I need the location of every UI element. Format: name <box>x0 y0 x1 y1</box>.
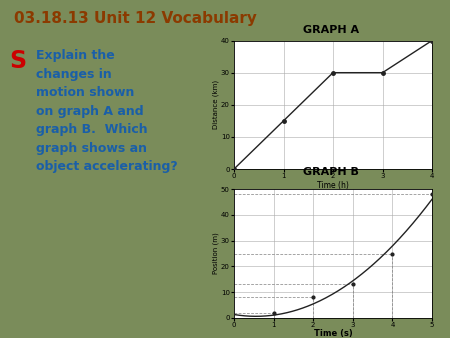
Text: Explain the
changes in
motion shown
on graph A and
graph B.  Which
graph shows a: Explain the changes in motion shown on g… <box>36 49 178 173</box>
Text: 03.18.13 Unit 12 Vocabulary: 03.18.13 Unit 12 Vocabulary <box>14 11 256 26</box>
Text: GRAPH A: GRAPH A <box>303 25 359 35</box>
Text: GRAPH B: GRAPH B <box>303 167 359 177</box>
X-axis label: Time (s): Time (s) <box>314 329 352 338</box>
Y-axis label: Distance (km): Distance (km) <box>213 80 220 129</box>
Text: S: S <box>9 49 26 73</box>
X-axis label: Time (h): Time (h) <box>317 180 349 190</box>
Y-axis label: Position (m): Position (m) <box>213 233 220 274</box>
